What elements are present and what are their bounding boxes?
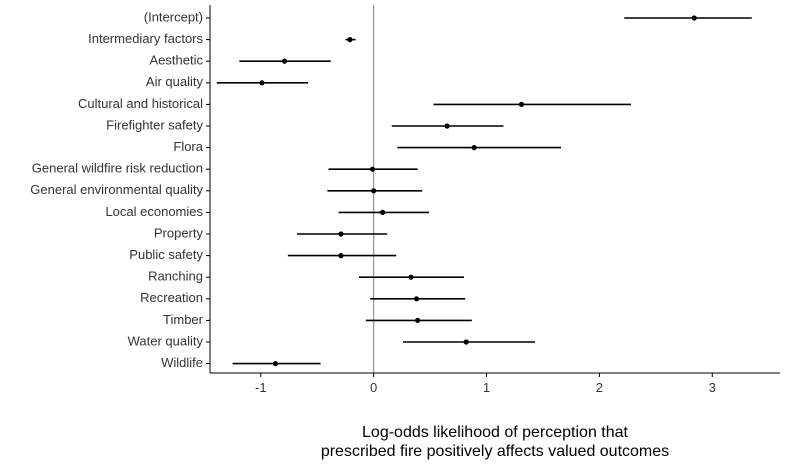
axes xyxy=(206,5,780,374)
point-estimate xyxy=(259,80,265,86)
point-estimate xyxy=(518,101,525,107)
y-tick-label: Public safety xyxy=(129,247,203,262)
x-axis-title-line-2: prescribed fire positively affects value… xyxy=(321,443,669,460)
point-estimate xyxy=(691,15,697,21)
point-estimate xyxy=(272,361,279,367)
point-estimate xyxy=(281,58,288,64)
x-tick-label: 2 xyxy=(596,380,603,395)
point-estimate xyxy=(371,188,377,194)
point-estimate xyxy=(463,339,469,345)
confidence-intervals xyxy=(216,17,752,365)
point-estimate xyxy=(471,145,477,151)
y-tick-label: Water quality xyxy=(128,333,204,348)
point-estimate xyxy=(444,123,450,129)
y-tick-label: Aesthetic xyxy=(150,53,204,68)
y-tick-label: Flora xyxy=(173,139,203,154)
y-tick-label: Cultural and historical xyxy=(78,96,203,111)
y-tick-label: Ranching xyxy=(148,269,203,284)
point-estimate xyxy=(408,274,414,280)
y-tick-label: General environmental quality xyxy=(30,182,203,197)
y-axis-labels: (Intercept) Intermediary factors Aesthetic… xyxy=(30,9,203,370)
x-axis-ticks: -1 0 1 2 3 xyxy=(255,373,716,395)
x-tick-label: 3 xyxy=(709,380,716,395)
x-axis-title-line-1: Log-odds likelihood of perception that xyxy=(362,424,629,441)
y-tick-label: Intermediary factors xyxy=(88,31,203,46)
point-estimate xyxy=(369,166,376,172)
y-tick-label: Recreation xyxy=(140,290,203,305)
point-estimate xyxy=(338,231,344,237)
point-estimate xyxy=(380,209,386,215)
y-tick-label: Wildlife xyxy=(161,355,203,370)
point-estimate xyxy=(413,296,420,302)
x-tick-label: 1 xyxy=(483,380,490,395)
y-tick-label: Local economies xyxy=(105,204,203,219)
y-tick-label: Property xyxy=(154,225,204,240)
y-tick-label: Firefighter safety xyxy=(106,117,203,132)
point-estimate xyxy=(338,253,344,259)
x-tick-label: 0 xyxy=(370,380,377,395)
y-tick-label: Timber xyxy=(163,312,204,327)
x-tick-label: -1 xyxy=(255,380,267,395)
y-tick-label: General wildfire risk reduction xyxy=(32,161,203,176)
y-tick-label: Air quality xyxy=(146,74,204,89)
point-estimates xyxy=(259,15,697,367)
point-estimate xyxy=(415,317,421,323)
point-estimate xyxy=(347,37,353,43)
y-tick-label: (Intercept) xyxy=(144,9,203,24)
